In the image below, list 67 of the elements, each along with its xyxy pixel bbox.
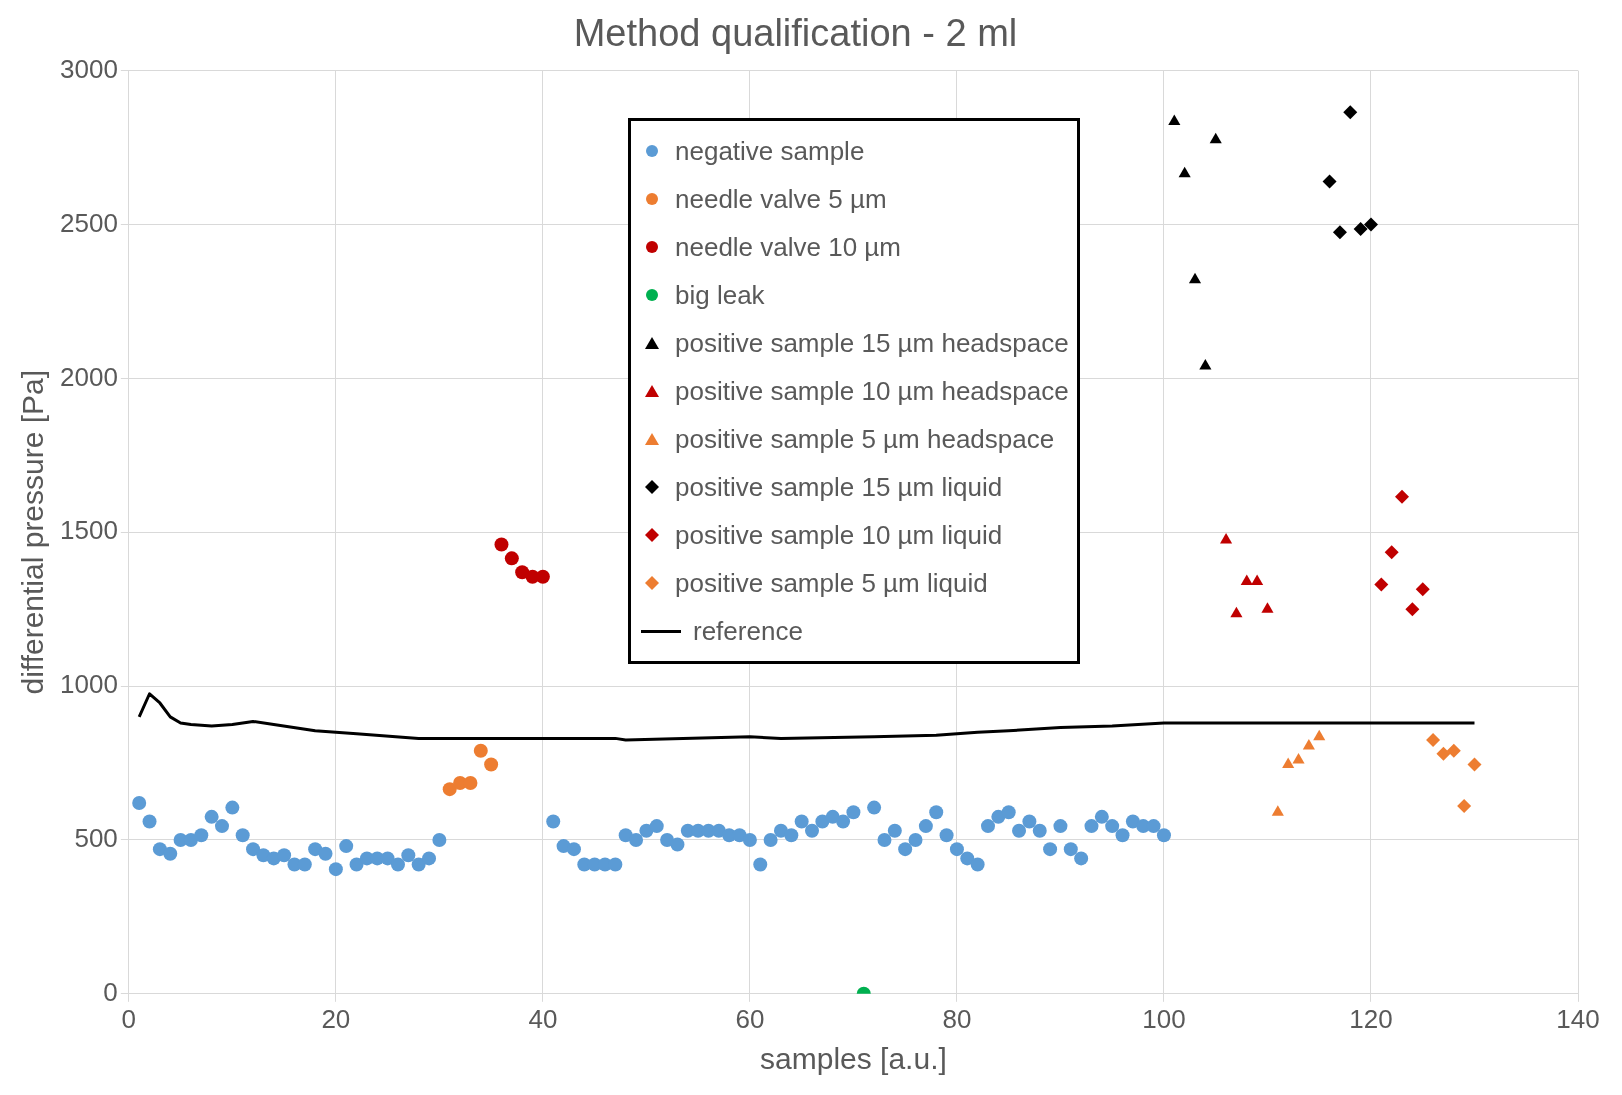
x-tick-label: 0: [121, 1003, 137, 1034]
x-tick-label: 40: [528, 1003, 558, 1034]
point: [515, 565, 530, 580]
legend-label: positive sample 15 µm headspace: [675, 327, 1069, 359]
point: [1457, 799, 1472, 814]
y-tick-label: 1000: [60, 669, 118, 700]
point: [1302, 739, 1315, 750]
x-axis-title: samples [a.u.]: [760, 1042, 947, 1076]
y-tick-label: 500: [74, 823, 118, 854]
point: [1343, 105, 1358, 120]
point: [494, 537, 509, 552]
point: [484, 757, 499, 772]
x-tick-label: 120: [1349, 1003, 1393, 1034]
point: [1374, 577, 1389, 592]
legend-label: positive sample 5 µm headspace: [675, 423, 1055, 455]
legend-label: needle valve 10 µm: [675, 231, 902, 263]
point: [1209, 132, 1222, 144]
y-tick-label: 1500: [60, 515, 118, 546]
point: [1322, 174, 1337, 189]
point: [504, 551, 519, 566]
point: [535, 569, 550, 584]
point: [442, 782, 457, 797]
legend-label: positive sample 10 µm headspace: [675, 375, 1069, 407]
point: [1395, 489, 1410, 504]
point: [1282, 757, 1295, 769]
point: [1426, 732, 1441, 747]
point: [1353, 222, 1368, 237]
legend-label: negative sample: [675, 135, 865, 167]
point: [1332, 225, 1347, 240]
legend-label: positive sample 5 µm liquid: [675, 567, 988, 599]
point: [1405, 602, 1420, 617]
legend-label: positive sample 10 µm liquid: [675, 519, 1003, 551]
point: [1240, 574, 1253, 585]
point: [1363, 217, 1378, 232]
point: [1168, 114, 1181, 125]
point: [473, 743, 488, 758]
y-tick-label: 2500: [60, 207, 118, 238]
point: [1188, 272, 1202, 284]
y-tick-label: 3000: [60, 53, 118, 84]
point: [1271, 805, 1284, 816]
y-tick-label: 0: [103, 976, 118, 1007]
y-axis-title: differential pressure [Pa]: [16, 369, 50, 695]
point: [463, 776, 478, 790]
x-tick-label: 100: [1142, 1003, 1186, 1034]
legend-label: positive sample 15 µm liquid: [675, 471, 1003, 503]
point: [1261, 602, 1274, 613]
x-tick-label: 20: [321, 1003, 351, 1034]
point: [1292, 752, 1305, 764]
x-tick-label: 140: [1556, 1003, 1600, 1034]
point: [1199, 359, 1212, 370]
point: [1251, 574, 1264, 585]
point: [1220, 532, 1233, 544]
chart-title: Method qualification - 2 ml: [573, 12, 1018, 55]
x-tick-label: 80: [942, 1003, 972, 1034]
point: [1384, 545, 1399, 560]
point: [1178, 166, 1191, 178]
legend-label: big leak: [675, 279, 765, 311]
point: [1436, 746, 1451, 761]
legend-label: reference: [693, 615, 803, 647]
point: [1230, 606, 1243, 618]
point: [1467, 757, 1482, 772]
point: [1446, 743, 1461, 758]
y-tick-label: 2000: [60, 361, 118, 392]
legend-label: needle valve 5 µm: [675, 183, 887, 215]
x-tick-label: 60: [735, 1003, 765, 1034]
point: [1313, 729, 1326, 741]
point: [1415, 582, 1430, 597]
